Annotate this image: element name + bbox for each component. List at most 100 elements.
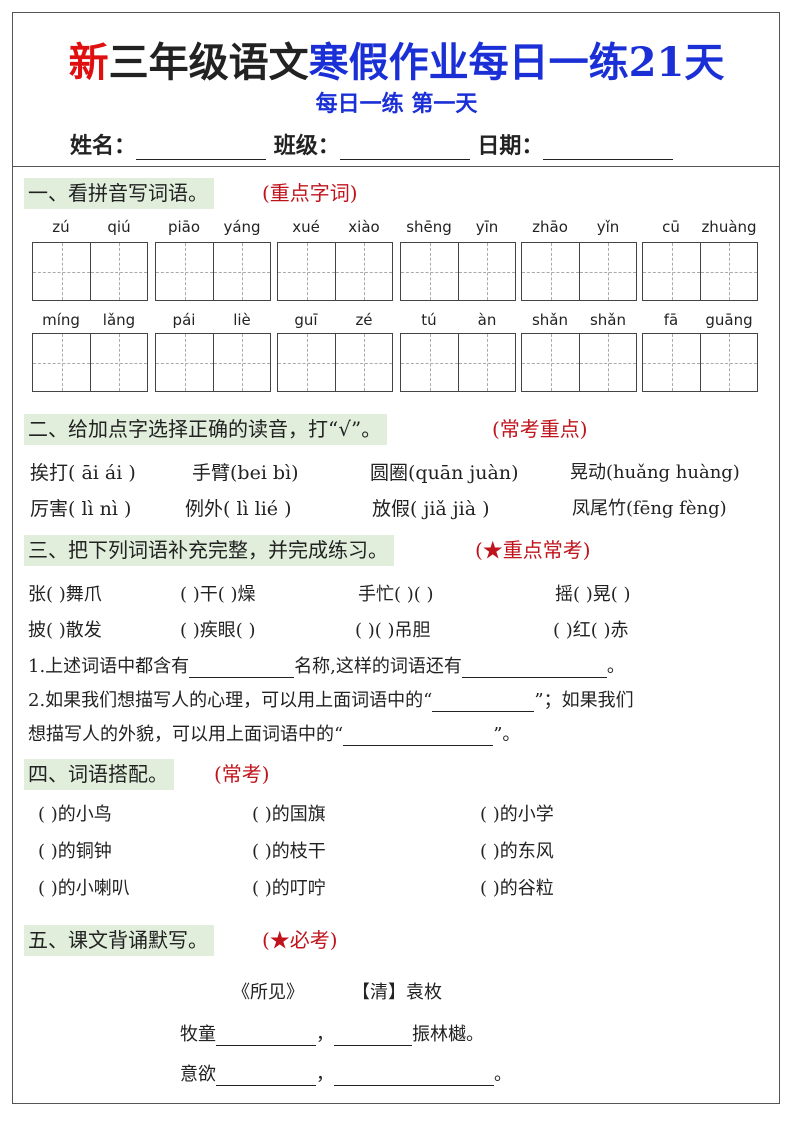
writing-cell[interactable] <box>278 334 335 391</box>
section-3-tag: (★重点常考) <box>475 538 591 562</box>
match-item: ( )的小喇叭 <box>38 878 130 899</box>
writing-cell[interactable] <box>213 334 270 391</box>
writing-cell[interactable] <box>700 334 757 391</box>
writing-cell[interactable] <box>401 243 458 300</box>
section-5-tag: (★必考) <box>262 928 338 952</box>
writing-box[interactable] <box>32 333 148 392</box>
writing-cell[interactable] <box>335 334 392 391</box>
section-4-tag: (常考) <box>214 762 270 786</box>
pinyin-label: liè <box>233 311 251 329</box>
match-item: ( )的谷粒 <box>480 878 554 899</box>
writing-cell[interactable] <box>579 334 636 391</box>
writing-box[interactable] <box>277 242 393 301</box>
writing-box[interactable] <box>521 333 637 392</box>
answer-blank[interactable] <box>216 1065 316 1086</box>
fill-word: 手忙( )( ) <box>358 584 434 605</box>
pinyin-label: shǎn <box>589 311 627 329</box>
writing-box[interactable] <box>642 242 758 301</box>
page-border <box>12 12 780 1104</box>
section-1-tag: (重点字词) <box>262 181 358 205</box>
pinyin-label: xiào <box>348 218 380 236</box>
pinyin-label: guāng <box>705 311 753 329</box>
match-item: ( )的小学 <box>480 804 554 825</box>
question-2-cont: 想描写人的外貌，可以用上面词语中的“”。 <box>28 724 521 746</box>
question-2: 2.如果我们想描写人的心理，可以用上面词语中的“ ”；如果我们 <box>28 690 634 712</box>
match-item: ( )的叮咛 <box>252 878 326 899</box>
student-info: 姓名： 班级： 日期： <box>70 128 674 160</box>
writing-cell[interactable] <box>33 243 90 300</box>
date-field[interactable] <box>543 135 674 160</box>
writing-cell[interactable] <box>33 334 90 391</box>
writing-cell[interactable] <box>522 243 579 300</box>
pinyin-label: cū <box>662 218 680 236</box>
reading-item: 凤尾竹(fēng fèng) <box>572 498 727 519</box>
poem-title: 《所见》 <box>232 982 304 1003</box>
writing-cell[interactable] <box>458 334 515 391</box>
writing-cell[interactable] <box>90 243 147 300</box>
reading-item: 手臂(bei bì) <box>192 462 299 484</box>
answer-blank[interactable] <box>432 691 535 712</box>
writing-cell[interactable] <box>401 334 458 391</box>
writing-cell[interactable] <box>643 243 700 300</box>
class-field[interactable] <box>339 135 470 160</box>
pinyin-label: qiú <box>107 218 131 236</box>
reading-item: 例外( lì lié ) <box>185 498 292 520</box>
section-5-title: 五、课文背诵默写。 <box>24 925 214 956</box>
fill-word: 披( )散发 <box>28 620 102 641</box>
section-2-tag: (常考重点) <box>492 417 588 441</box>
writing-cell[interactable] <box>278 243 335 300</box>
match-item: ( )的铜钟 <box>38 841 112 862</box>
writing-box[interactable] <box>400 333 516 392</box>
writing-box[interactable] <box>400 242 516 301</box>
writing-cell[interactable] <box>156 334 213 391</box>
writing-cell[interactable] <box>700 243 757 300</box>
writing-box[interactable] <box>277 333 393 392</box>
answer-blank[interactable] <box>334 1025 412 1046</box>
reading-item: 晃动(huǎng huàng) <box>570 462 740 483</box>
pinyin-label: tú <box>421 311 437 329</box>
writing-box[interactable] <box>32 242 148 301</box>
poem-author: 【清】袁枚 <box>352 982 442 1003</box>
fill-word: 张( )舞爪 <box>28 584 102 605</box>
answer-blank[interactable] <box>189 657 295 678</box>
pinyin-label: shǎn <box>531 311 569 329</box>
pinyin-label: zhuàng <box>701 218 757 236</box>
fill-word: ( )干( )燥 <box>180 584 256 605</box>
writing-box[interactable] <box>155 242 271 301</box>
writing-cell[interactable] <box>90 334 147 391</box>
reading-item: 放假( jiǎ jià ) <box>372 498 490 520</box>
pinyin-label: àn <box>477 311 497 329</box>
answer-blank[interactable] <box>343 725 494 746</box>
answer-blank[interactable] <box>334 1065 494 1086</box>
writing-cell[interactable] <box>643 334 700 391</box>
writing-box[interactable] <box>642 333 758 392</box>
writing-cell[interactable] <box>335 243 392 300</box>
poem-line-1: 牧童，振林樾。 <box>180 1024 484 1046</box>
pinyin-label: pái <box>172 311 196 329</box>
section-4-title: 四、词语搭配。 <box>24 759 174 790</box>
writing-box[interactable] <box>521 242 637 301</box>
section-3-title: 三、把下列词语补充完整，并完成练习。 <box>24 535 394 566</box>
fill-word: ( )( )吊胆 <box>355 620 431 641</box>
match-item: ( )的国旗 <box>252 804 326 825</box>
match-item: ( )的枝干 <box>252 841 326 862</box>
reading-item: 厉害( lì nì ) <box>30 498 132 520</box>
writing-cell[interactable] <box>213 243 270 300</box>
pinyin-label: yǐn <box>596 218 620 236</box>
pinyin-label: shēng <box>406 218 452 236</box>
writing-cell[interactable] <box>458 243 515 300</box>
writing-cell[interactable] <box>522 334 579 391</box>
fill-word: 摇( )晃( ) <box>555 584 631 605</box>
poem-line-2: 意欲，。 <box>180 1064 512 1086</box>
match-item: ( )的东风 <box>480 841 554 862</box>
answer-blank[interactable] <box>216 1025 316 1046</box>
writing-cell[interactable] <box>579 243 636 300</box>
writing-cell[interactable] <box>156 243 213 300</box>
answer-blank[interactable] <box>461 657 607 678</box>
pinyin-label: yīn <box>475 218 499 236</box>
name-field[interactable] <box>136 135 267 160</box>
match-item: ( )的小鸟 <box>38 804 112 825</box>
page-title: 新三年级语文寒假作业每日一练21天 <box>68 39 725 86</box>
writing-box[interactable] <box>155 333 271 392</box>
